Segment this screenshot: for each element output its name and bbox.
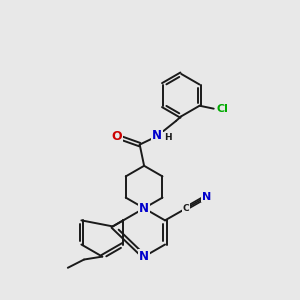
Text: N: N	[139, 250, 149, 263]
Text: N: N	[202, 192, 212, 202]
Text: O: O	[112, 130, 122, 143]
Text: C: C	[182, 204, 189, 213]
Text: N: N	[152, 129, 162, 142]
Text: N: N	[139, 202, 149, 215]
Text: H: H	[164, 133, 172, 142]
Text: Cl: Cl	[216, 104, 228, 114]
